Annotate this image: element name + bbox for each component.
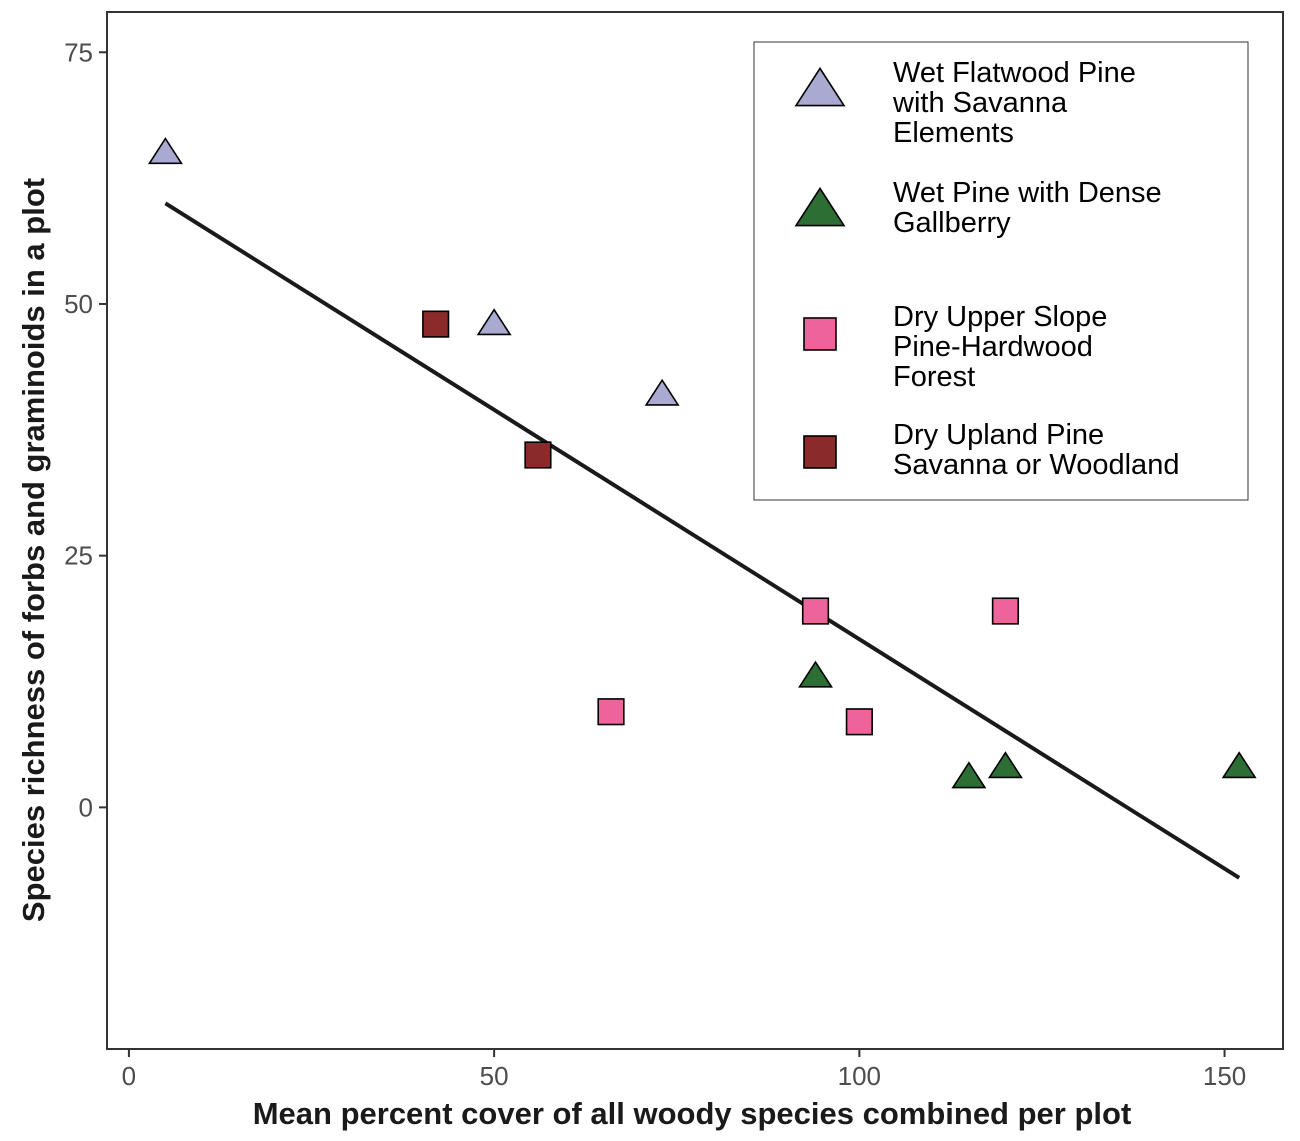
x-tick-label: 150 xyxy=(1203,1061,1246,1091)
legend-key xyxy=(803,435,837,469)
data-point xyxy=(147,137,183,165)
legend-label: Forest xyxy=(893,361,975,393)
legend-label: Wet Pine with Dense xyxy=(893,177,1162,209)
x-axis-ticks: 0 50 100 150 xyxy=(122,1049,1246,1091)
trend-line-group xyxy=(164,201,1241,880)
legend-label: Elements xyxy=(893,117,1014,149)
x-tick-label: 50 xyxy=(480,1061,509,1091)
x-axis-title: Mean percent cover of all woody species … xyxy=(253,1096,1132,1131)
data-point xyxy=(991,597,1020,625)
y-axis-ticks: 0 25 50 75 xyxy=(64,37,107,822)
data-point xyxy=(597,698,625,726)
y-tick-label: 25 xyxy=(64,541,93,571)
data-point xyxy=(524,441,552,469)
legend-label: with Savanna xyxy=(892,87,1068,119)
legend-label: Wet Flatwood Pine xyxy=(893,57,1136,89)
data-point xyxy=(1221,751,1257,779)
y-tick-label: 50 xyxy=(64,289,93,319)
data-point xyxy=(476,308,512,336)
data-point xyxy=(987,751,1023,779)
x-tick-label: 100 xyxy=(838,1061,881,1091)
data-point xyxy=(951,761,987,789)
legend-label: Gallberry xyxy=(893,207,1011,239)
data-point xyxy=(801,597,830,625)
y-tick-label: 0 xyxy=(79,792,93,822)
legend-box xyxy=(753,41,1249,501)
y-axis-title: Species richness of forbs and graminoids… xyxy=(16,178,51,922)
y-tick-label: 75 xyxy=(64,37,93,67)
legend-label: Pine-Hardwood xyxy=(893,331,1093,363)
data-point xyxy=(798,660,833,688)
legend-key xyxy=(803,317,837,351)
data-point xyxy=(644,378,680,406)
legend-label: Savanna or Woodland xyxy=(893,449,1179,481)
data-point xyxy=(422,310,450,338)
legend-key xyxy=(794,186,846,227)
data-point xyxy=(845,708,873,736)
trend-line xyxy=(164,201,1241,880)
legend-key xyxy=(794,66,846,107)
data-points xyxy=(147,137,1257,789)
legend-label: Dry Upland Pine xyxy=(893,419,1104,451)
x-tick-label: 0 xyxy=(122,1061,136,1091)
legend-label: Dry Upper Slope xyxy=(893,301,1107,333)
